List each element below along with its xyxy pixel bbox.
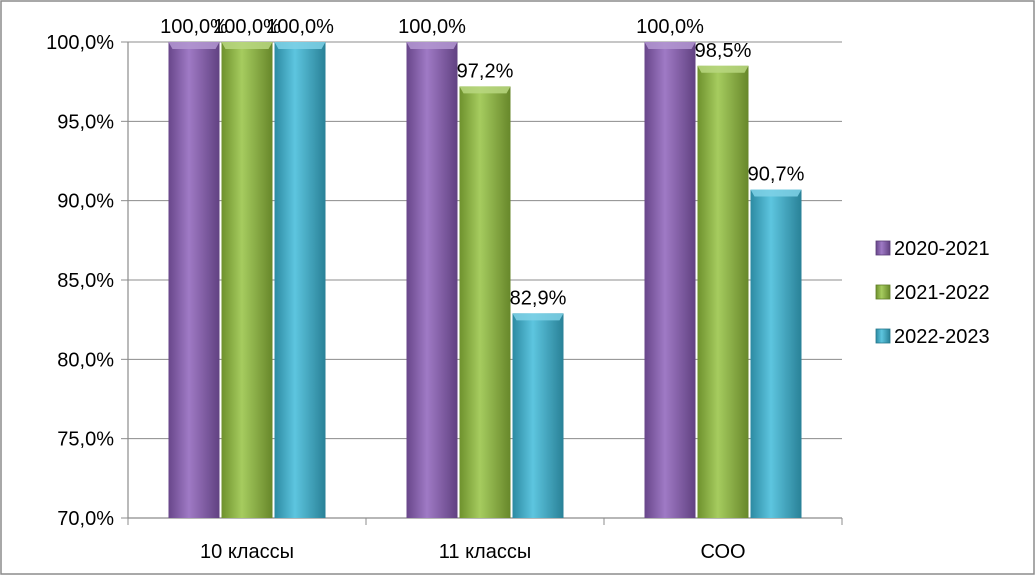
- y-tick-label: 75,0%: [57, 429, 114, 451]
- data-label: 100,0%: [636, 16, 704, 38]
- bar-cap: [459, 86, 511, 94]
- y-tick-label: 80,0%: [57, 349, 114, 371]
- bar-2020-2021-СОО: [644, 42, 696, 518]
- bar-cap: [750, 189, 802, 197]
- bar-cap: [274, 42, 326, 49]
- legend-label: 2020-2021: [894, 238, 990, 260]
- data-label: 82,9%: [510, 287, 567, 309]
- x-category-label: 10 классы: [200, 541, 294, 563]
- bar-2021-2022-10 классы: [221, 42, 273, 518]
- legend-swatch: [875, 284, 891, 300]
- y-tick-label: 90,0%: [57, 191, 114, 213]
- data-labels: 100,0%100,0%100,0% 100,0%97,2%82,9%100,0%…: [160, 16, 804, 309]
- bar-2022-2023-11 классы: [512, 313, 564, 518]
- x-category-label: 11 классы: [439, 541, 531, 563]
- bar-2022-2023-10 классы: [274, 42, 326, 518]
- legend-label: 2021-2022: [894, 282, 990, 304]
- data-label: 90,7%: [748, 164, 805, 186]
- data-label: 97,2%: [457, 60, 514, 82]
- bar-cap: [168, 42, 220, 49]
- x-category-label: СОО: [700, 541, 745, 563]
- data-label: 100,0%: [266, 16, 334, 38]
- bar-2022-2023-СОО: [750, 189, 802, 518]
- data-label: 98,5%: [695, 40, 752, 62]
- y-tick-label: 85,0%: [57, 270, 114, 292]
- bar-cap: [697, 65, 749, 73]
- legend-swatch: [875, 328, 891, 344]
- data-label: 100,0%: [213, 16, 281, 38]
- data-label: 100,0%: [398, 16, 466, 38]
- bar-cap: [406, 42, 458, 49]
- bar-cap: [221, 42, 273, 49]
- bar-2021-2022-11 классы: [459, 86, 511, 518]
- bar-2020-2021-10 классы: [168, 42, 220, 518]
- y-tick-label: 100,0%: [46, 32, 114, 54]
- y-tick-label: 70,0%: [57, 508, 114, 530]
- bar-cap: [512, 313, 564, 321]
- bars: [168, 42, 802, 519]
- y-tick-label: 95,0%: [57, 111, 114, 133]
- bar-2020-2021-11 классы: [406, 42, 458, 518]
- data-label: 100,0%: [160, 16, 228, 38]
- bar-cap: [644, 42, 696, 49]
- legend-swatch: [875, 240, 891, 256]
- legend-label: 2022-2023: [894, 326, 990, 348]
- legend: 2020-2021 2021-2022 2022-2023: [875, 238, 990, 348]
- bar-2021-2022-СОО: [697, 65, 749, 519]
